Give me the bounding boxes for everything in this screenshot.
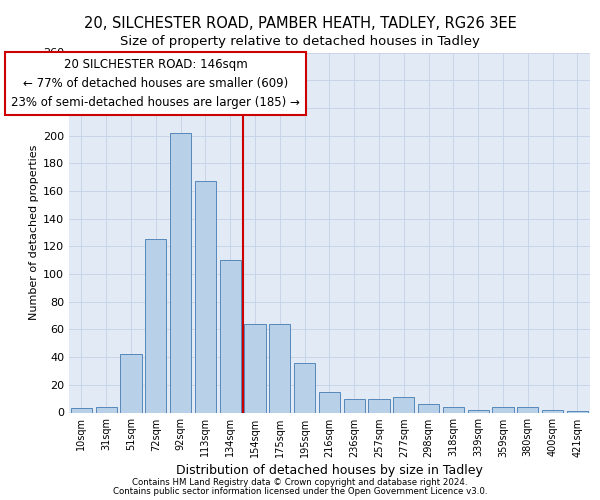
Bar [443, 407, 464, 412]
Text: Contains public sector information licensed under the Open Government Licence v3: Contains public sector information licen… [113, 488, 487, 496]
Bar [567, 411, 588, 412]
Bar [344, 398, 365, 412]
Bar [542, 410, 563, 412]
Bar [71, 408, 92, 412]
X-axis label: Distribution of detached houses by size in Tadley: Distribution of detached houses by size … [176, 464, 483, 477]
Y-axis label: Number of detached properties: Number of detached properties [29, 145, 39, 320]
Text: 20 SILCHESTER ROAD: 146sqm
← 77% of detached houses are smaller (609)
23% of sem: 20 SILCHESTER ROAD: 146sqm ← 77% of deta… [11, 58, 300, 109]
Bar [121, 354, 142, 412]
Bar [145, 240, 166, 412]
Bar [493, 407, 514, 412]
Bar [170, 133, 191, 412]
Bar [195, 182, 216, 412]
Text: Size of property relative to detached houses in Tadley: Size of property relative to detached ho… [120, 35, 480, 48]
Bar [517, 407, 538, 412]
Bar [244, 324, 266, 412]
Bar [220, 260, 241, 412]
Bar [368, 398, 389, 412]
Text: Contains HM Land Registry data © Crown copyright and database right 2024.: Contains HM Land Registry data © Crown c… [132, 478, 468, 487]
Bar [393, 398, 415, 412]
Bar [319, 392, 340, 412]
Text: 20, SILCHESTER ROAD, PAMBER HEATH, TADLEY, RG26 3EE: 20, SILCHESTER ROAD, PAMBER HEATH, TADLE… [83, 16, 517, 31]
Bar [418, 404, 439, 412]
Bar [467, 410, 489, 412]
Bar [269, 324, 290, 412]
Bar [294, 362, 315, 412]
Bar [95, 407, 117, 412]
